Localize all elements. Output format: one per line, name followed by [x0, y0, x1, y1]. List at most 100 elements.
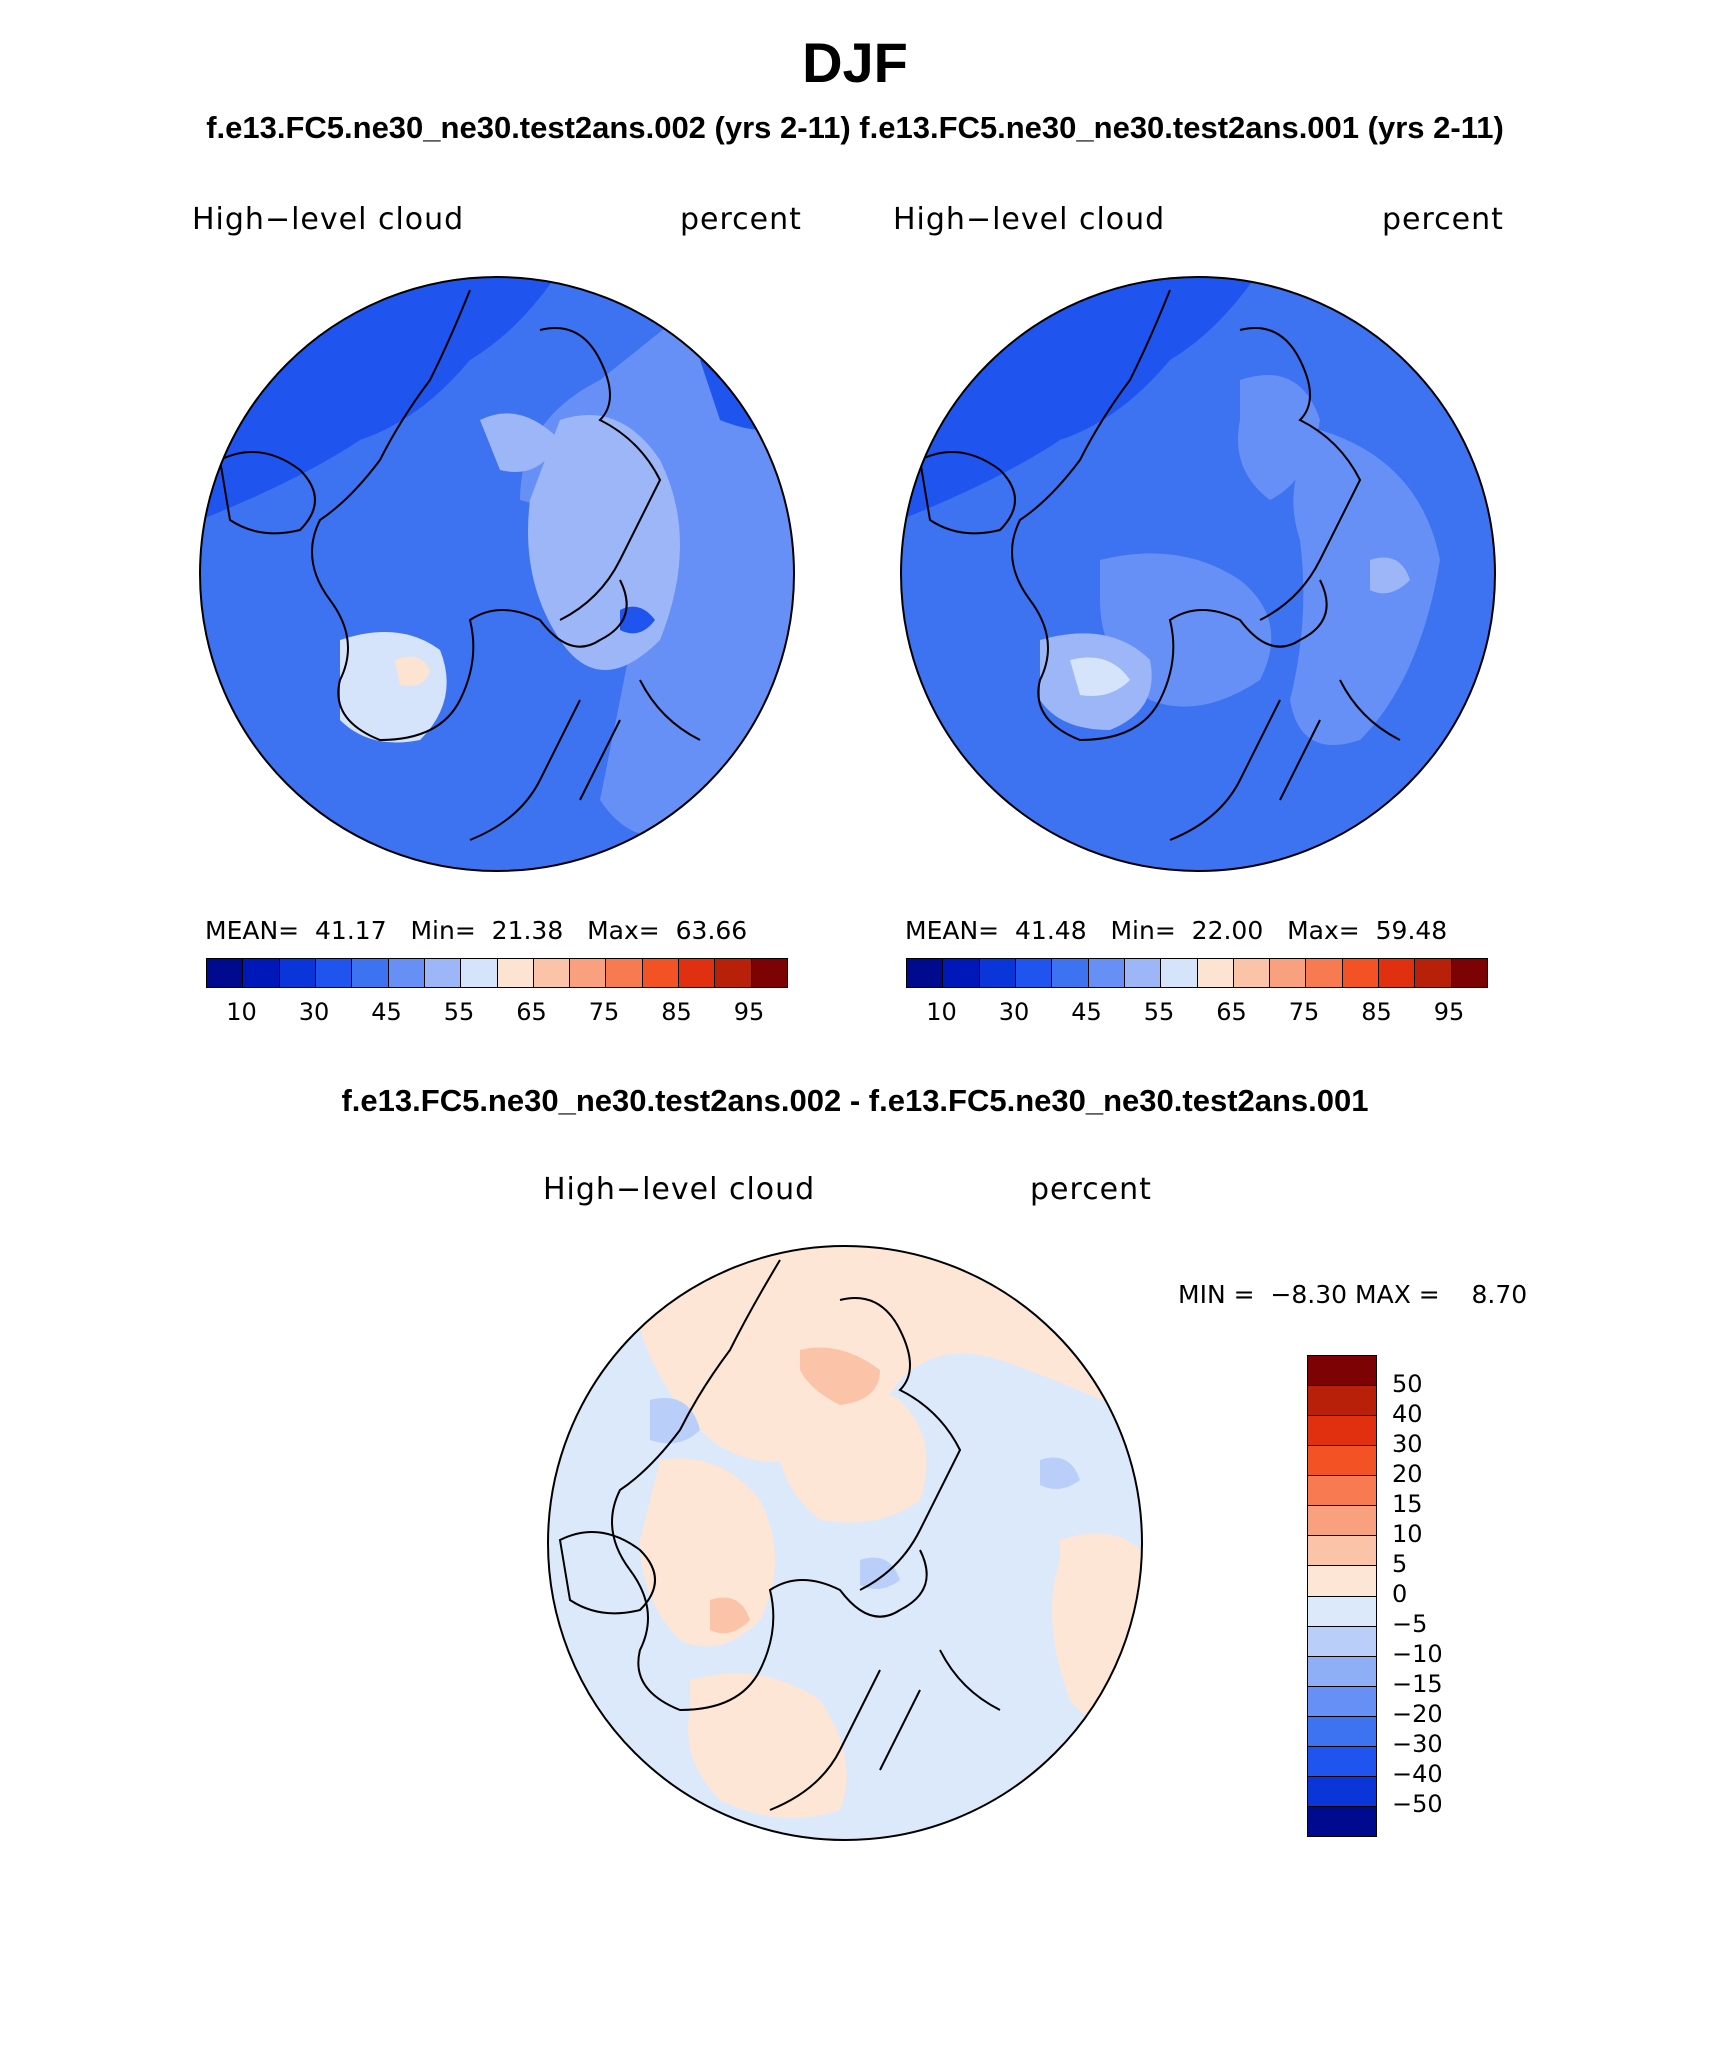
- panel2-mean-label: MEAN=: [905, 916, 1000, 945]
- colorbar-swatch: [1197, 959, 1234, 987]
- diff-stats: MIN = −8.30 MAX = 8.70: [1178, 1280, 1527, 1309]
- colorbar-swatch: [1308, 1716, 1376, 1747]
- colorbar-swatch: [1088, 959, 1125, 987]
- panel2-light-blob: [1370, 557, 1410, 594]
- colorbar-swatch: [1015, 959, 1053, 987]
- diff-positive-region-4: [688, 1673, 847, 1818]
- colorbar-swatch: [943, 959, 980, 987]
- colorbar-tick-label: 45: [1071, 998, 1102, 1026]
- colorbar-tick-label: −50: [1392, 1790, 1443, 1818]
- colorbar-swatch: [1379, 959, 1416, 987]
- colorbar-tick-label: 75: [1288, 998, 1320, 1026]
- colorbar-tick-label: −30: [1392, 1730, 1443, 1758]
- colorbar-tick-label: 30: [298, 998, 330, 1026]
- colorbar-swatch: [1308, 1566, 1376, 1597]
- panel2-variable-label: High−level cloud: [893, 202, 1166, 237]
- panel1-max-label: Max=: [587, 916, 660, 945]
- colorbar-swatch: [1342, 959, 1380, 987]
- diff-colorbar: [1307, 1355, 1377, 1837]
- panel2-mid-region-2: [1238, 375, 1320, 500]
- diff-negative-region-3: [1040, 1457, 1080, 1489]
- panel1-peach-region: [395, 656, 430, 686]
- colorbar-tick-label: 85: [1361, 998, 1392, 1026]
- panel1-colorbar: [206, 958, 788, 988]
- colorbar-swatch: [1308, 1746, 1376, 1777]
- panel1-coastline-4: [218, 451, 316, 535]
- colorbar-tick-label: 10: [926, 998, 957, 1026]
- diff-max-label: MAX =: [1355, 1280, 1440, 1309]
- colorbar-swatch: [606, 959, 643, 987]
- colorbar-tick-label: 85: [661, 998, 692, 1026]
- figure-title: DJF: [802, 31, 908, 94]
- panel2-mid-region: [1290, 430, 1440, 745]
- diff-units-label: percent: [1030, 1172, 1152, 1207]
- colorbar-swatch: [979, 959, 1016, 987]
- colorbar-swatch: [1161, 959, 1198, 987]
- colorbar-swatch: [1052, 959, 1089, 987]
- colorbar-swatch: [642, 959, 680, 987]
- colorbar-swatch: [352, 959, 389, 987]
- colorbar-tick-label: 50: [1392, 1370, 1423, 1398]
- diff-min-value: −8.30: [1270, 1280, 1348, 1309]
- diff-coastline-4: [558, 1531, 656, 1615]
- colorbar-tick-label: 20: [1392, 1460, 1423, 1488]
- colorbar-swatch: [315, 959, 353, 987]
- colorbar-swatch: [1308, 1596, 1376, 1627]
- diff-coastline-1: [611, 1259, 928, 1712]
- diff-colorbar-ticks: 50 40 30 20 15 10 5 0 −5 −10 −15 −20 −30 −40 −50: [1392, 1355, 1472, 1835]
- colorbar-tick-label: 30: [998, 998, 1030, 1026]
- colorbar-swatch: [1308, 1656, 1376, 1687]
- diff-negative-region: [650, 1398, 700, 1444]
- colorbar-tick-label: 65: [516, 998, 547, 1026]
- panel2-stats: MEAN= 41.48 Min= 22.00 Max= 59.48: [905, 916, 1447, 945]
- figure-subtitle: f.e13.FC5.ne30_ne30.test2ans.002 (yrs 2-…: [206, 110, 1504, 145]
- colorbar-swatch: [1270, 959, 1307, 987]
- colorbar-swatch: [388, 959, 425, 987]
- colorbar-swatch: [1308, 1386, 1376, 1417]
- panel1-max-value: 63.66: [675, 916, 748, 945]
- colorbar-swatch: [751, 959, 787, 987]
- colorbar-swatch: [1308, 1476, 1376, 1507]
- panel1-coastline-3: [469, 679, 701, 841]
- colorbar-swatch: [533, 959, 571, 987]
- diff-positive-region-2: [778, 1382, 927, 1523]
- diff-variable-label: High−level cloud: [543, 1172, 816, 1207]
- colorbar-swatch: [1308, 1536, 1376, 1567]
- colorbar-swatch: [1124, 959, 1162, 987]
- colorbar-swatch: [243, 959, 280, 987]
- colorbar-swatch: [207, 959, 244, 987]
- colorbar-swatch: [497, 959, 534, 987]
- colorbar-tick-label: 75: [588, 998, 620, 1026]
- panel2-colorbar: [906, 958, 1488, 988]
- diff-coastline-3: [769, 1649, 1001, 1811]
- panel2-mean-value: 41.48: [1015, 916, 1087, 945]
- colorbar-swatch: [1308, 1446, 1376, 1477]
- panel2-max-value: 59.48: [1375, 916, 1448, 945]
- panel2-map-border: [900, 276, 1496, 872]
- colorbar-tick-label: −10: [1392, 1640, 1443, 1668]
- panel1-mean-label: MEAN=: [205, 916, 300, 945]
- colorbar-swatch: [570, 959, 607, 987]
- colorbar-swatch: [679, 959, 716, 987]
- panel2-coastline-2: [1239, 327, 1362, 621]
- diff-min-label: MIN =: [1178, 1280, 1255, 1309]
- colorbar-tick-label: 40: [1392, 1400, 1423, 1428]
- colorbar-tick-label: −20: [1392, 1700, 1443, 1728]
- panel2-max-label: Max=: [1287, 916, 1360, 945]
- diff-max-value: 8.70: [1471, 1280, 1528, 1309]
- panel1-coastline-2: [539, 327, 662, 621]
- colorbar-swatch: [1415, 959, 1452, 987]
- colorbar-swatch: [424, 959, 462, 987]
- colorbar-tick-label: −5: [1392, 1610, 1428, 1638]
- diff-subtitle: f.e13.FC5.ne30_ne30.test2ans.002 - f.e13…: [341, 1083, 1369, 1118]
- colorbar-swatch: [1308, 1626, 1376, 1657]
- colorbar-swatch: [1451, 959, 1487, 987]
- colorbar-tick-label: 10: [226, 998, 257, 1026]
- panel2-coastline-1: [1011, 289, 1328, 742]
- panel1-light-blob-2: [480, 413, 560, 472]
- panel2-colorbar-ticks: 10 30 45 55 65 75 85 95: [906, 998, 1486, 1028]
- panel2-coastline-3: [1169, 679, 1401, 841]
- panel2-coastline-4: [918, 451, 1016, 535]
- diff-positive-strong-2: [710, 1597, 750, 1634]
- diff-coastline-2: [839, 1297, 962, 1591]
